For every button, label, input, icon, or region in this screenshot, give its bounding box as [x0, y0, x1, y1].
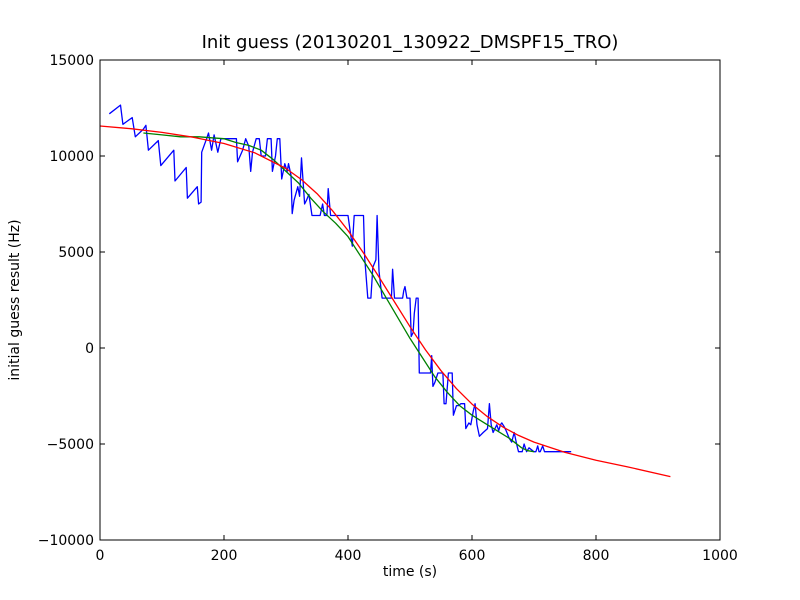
y-tick-label: 5000 — [58, 245, 94, 261]
y-tick-label: 10000 — [49, 149, 94, 165]
series-line-3 — [100, 125, 671, 478]
plot-area — [100, 104, 671, 478]
y-tick-label: −10000 — [38, 533, 94, 549]
x-tick-label: 400 — [335, 548, 362, 564]
x-tick-label: 600 — [459, 548, 486, 564]
x-tick-label: 1000 — [702, 548, 738, 564]
axis-ticks: 0 200 400 600 800 1000 −10000 −5000 0 5000 10000 15… — [38, 53, 738, 564]
y-tick-label: 15000 — [49, 53, 94, 69]
plot-frame — [99, 59, 721, 541]
x-axis-label: time (s) — [383, 564, 437, 580]
x-tick-label: 200 — [211, 548, 238, 564]
x-tick-label: 0 — [96, 548, 105, 564]
y-tick-label: −5000 — [47, 437, 94, 453]
chart-title: Init guess (20130201_130922_DMSPF15_TRO) — [202, 32, 619, 53]
y-axis-label: initial guess result (Hz) — [7, 219, 23, 380]
y-tick-label: 0 — [85, 341, 94, 357]
x-tick-label: 800 — [583, 548, 610, 564]
series-line-2 — [143, 132, 535, 453]
